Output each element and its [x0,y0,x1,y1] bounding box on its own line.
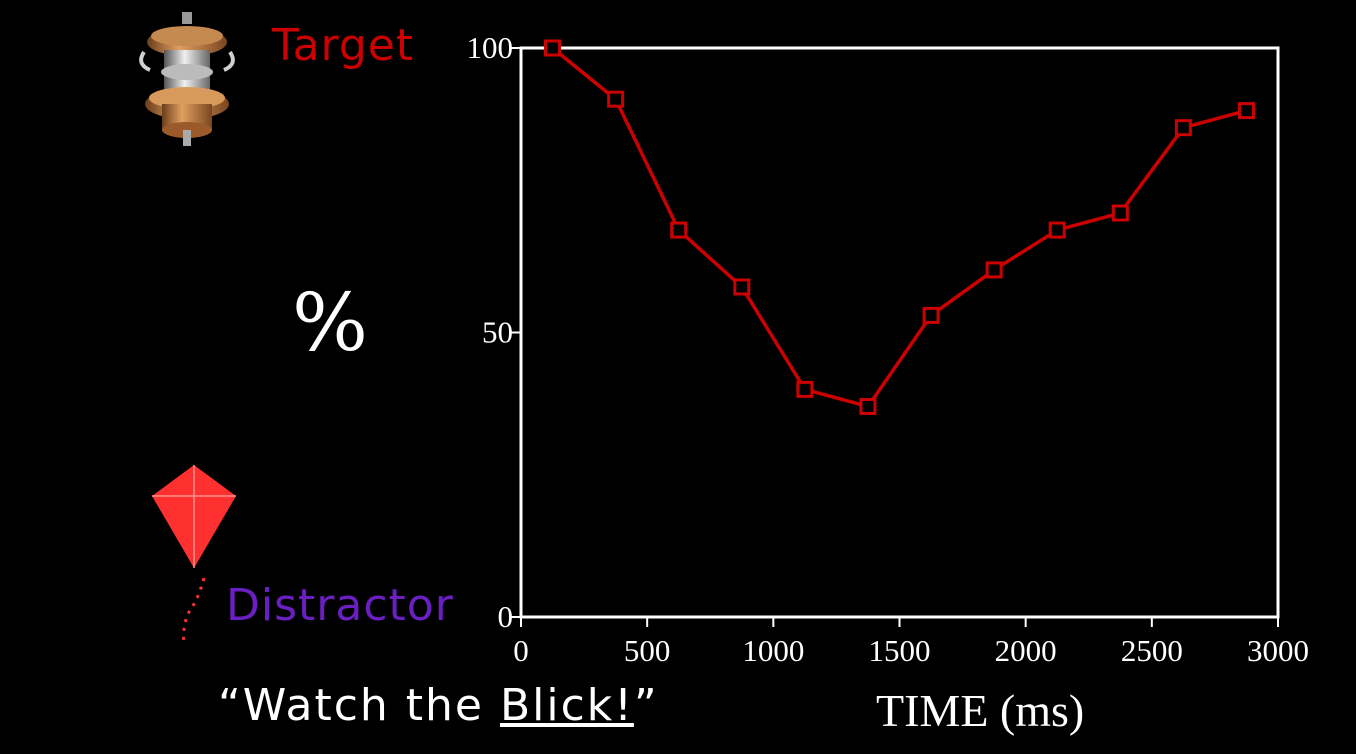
plot-frame [519,46,1280,619]
x-tick-label: 0 [513,633,529,668]
data-point [1174,119,1192,137]
data-point [607,90,625,108]
caption-word: Blick! [499,680,634,731]
x-tick-label: 1500 [869,633,931,668]
series-line [551,46,1247,409]
data-point [733,278,751,296]
x-tick-label: 1000 [742,633,804,668]
data-point [544,39,562,57]
x-tick-label: 500 [624,633,671,668]
data-point [922,306,940,324]
x-tick-label: 3000 [1247,633,1309,668]
spool-toy-icon [139,12,235,146]
data-point [670,221,688,239]
data-point [1048,221,1066,239]
x-tick-label: 2000 [995,633,1057,668]
x-axis-label: TIME (ms) [876,685,1085,736]
data-point [985,261,1003,279]
target-label: Target [272,20,415,71]
distractor-label: Distractor [226,580,454,631]
y-tick-label: 100 [467,30,514,65]
x-tick-label: 2500 [1121,633,1183,668]
kite-icon [152,465,236,646]
data-point [1237,102,1255,120]
target-object-image [132,12,242,152]
caption-quote: “Watch the Blick!” [218,680,659,731]
data-point [859,397,877,415]
data-point [796,380,814,398]
y-axis-label: % [292,276,369,369]
distractor-object-image [146,460,242,650]
caption-close: ” [633,680,659,731]
y-tick-label: 0 [498,599,514,634]
data-point [1111,204,1129,222]
caption-open: “Watch the [218,680,500,731]
y-tick-label: 50 [482,315,513,350]
